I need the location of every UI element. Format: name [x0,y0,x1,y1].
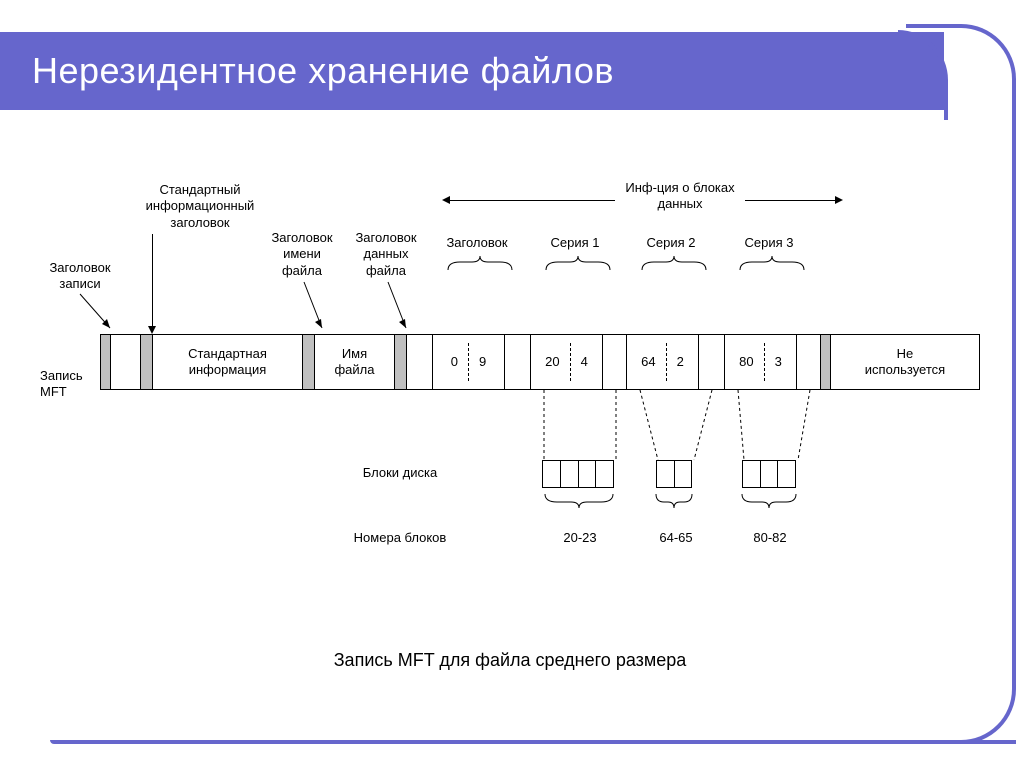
label-series1: Серия 1 [540,235,610,251]
s1-b: 4 [581,354,588,370]
hdr-a: 0 [451,354,458,370]
disk-blocks-1 [542,460,614,488]
dash-icon [764,343,765,381]
title-bar: Нерезидентное хранение файлов [0,32,944,110]
cell-lead1 [101,335,111,389]
span-arrow-right [745,200,835,201]
cell-hdr-vals: 0 9 [433,335,505,389]
dash-icon [666,343,667,381]
span-arrow-left-head [442,196,450,204]
label-rec-header: Заголовок записи [40,260,120,293]
range-3: 80-82 [740,530,800,546]
s2-b: 2 [677,354,684,370]
brace-b2 [654,492,694,510]
label-mft: Запись MFT [40,368,100,401]
cell-unused-bar [821,335,831,389]
cell-unused: Не используется [831,335,979,389]
arrow-name-header [300,280,330,336]
label-data-header: Заголовок данных файла [346,230,426,279]
cell-gap3 [603,335,627,389]
cell-rec-hdr [111,335,141,389]
cell-std-info: Стандартная информация [153,335,303,389]
cell-name-hdrbar [303,335,315,389]
frame-bottom [50,740,1016,744]
cell-s2-vals: 64 2 [627,335,699,389]
s2-a: 64 [641,354,655,370]
cell-data-hdrbar [395,335,407,389]
arrow-std-header-head [148,326,156,334]
disk-blocks-2 [656,460,692,488]
label-series3: Серия 3 [734,235,804,251]
dash-icon [570,343,571,381]
brace-s3 [738,254,806,272]
mft-record: Стандартная информация Имя файла 0 9 20 … [100,334,980,390]
conn-s3 [734,390,824,462]
conn-s1 [540,390,620,462]
label-block-numbers: Номера блоков [330,530,470,546]
disk-blocks-3 [742,460,796,488]
brace-hdr [446,254,514,272]
diagram-caption: Запись MFT для файла среднего размера [40,650,980,671]
cell-s1-vals: 20 4 [531,335,603,389]
cell-gap2 [505,335,531,389]
arrow-std-header [152,234,153,326]
label-disk-blocks: Блоки диска [340,465,460,481]
dash-icon [468,343,469,381]
s1-a: 20 [545,354,559,370]
brace-b3 [740,492,798,510]
label-info-about: Инф-ция о блоках данных [620,180,740,213]
cell-std-hdrbar [141,335,153,389]
mft-diagram: Заголовок записи Стандартный информацион… [40,160,980,680]
label-name-header: Заголовок имени файла [262,230,342,279]
range-2: 64-65 [646,530,706,546]
brace-b1 [543,492,615,510]
span-arrow-right-head [835,196,843,204]
range-1: 20-23 [550,530,610,546]
label-zagolovok: Заголовок [442,235,512,251]
span-arrow-left [450,200,615,201]
cell-filename: Имя файла [315,335,395,389]
cell-s3-vals: 80 3 [725,335,797,389]
arrow-rec-header [70,290,120,336]
label-std-header: Стандартный информационный заголовок [130,182,270,231]
cell-gap4 [699,335,725,389]
s3-a: 80 [739,354,753,370]
label-series2: Серия 2 [636,235,706,251]
page-title: Нерезидентное хранение файлов [32,50,614,92]
brace-s2 [640,254,708,272]
brace-s1 [544,254,612,272]
hdr-b: 9 [479,354,486,370]
conn-s2 [636,390,726,462]
cell-gap5 [797,335,821,389]
cell-gap1 [407,335,433,389]
arrow-data-header [384,280,414,336]
s3-b: 3 [775,354,782,370]
